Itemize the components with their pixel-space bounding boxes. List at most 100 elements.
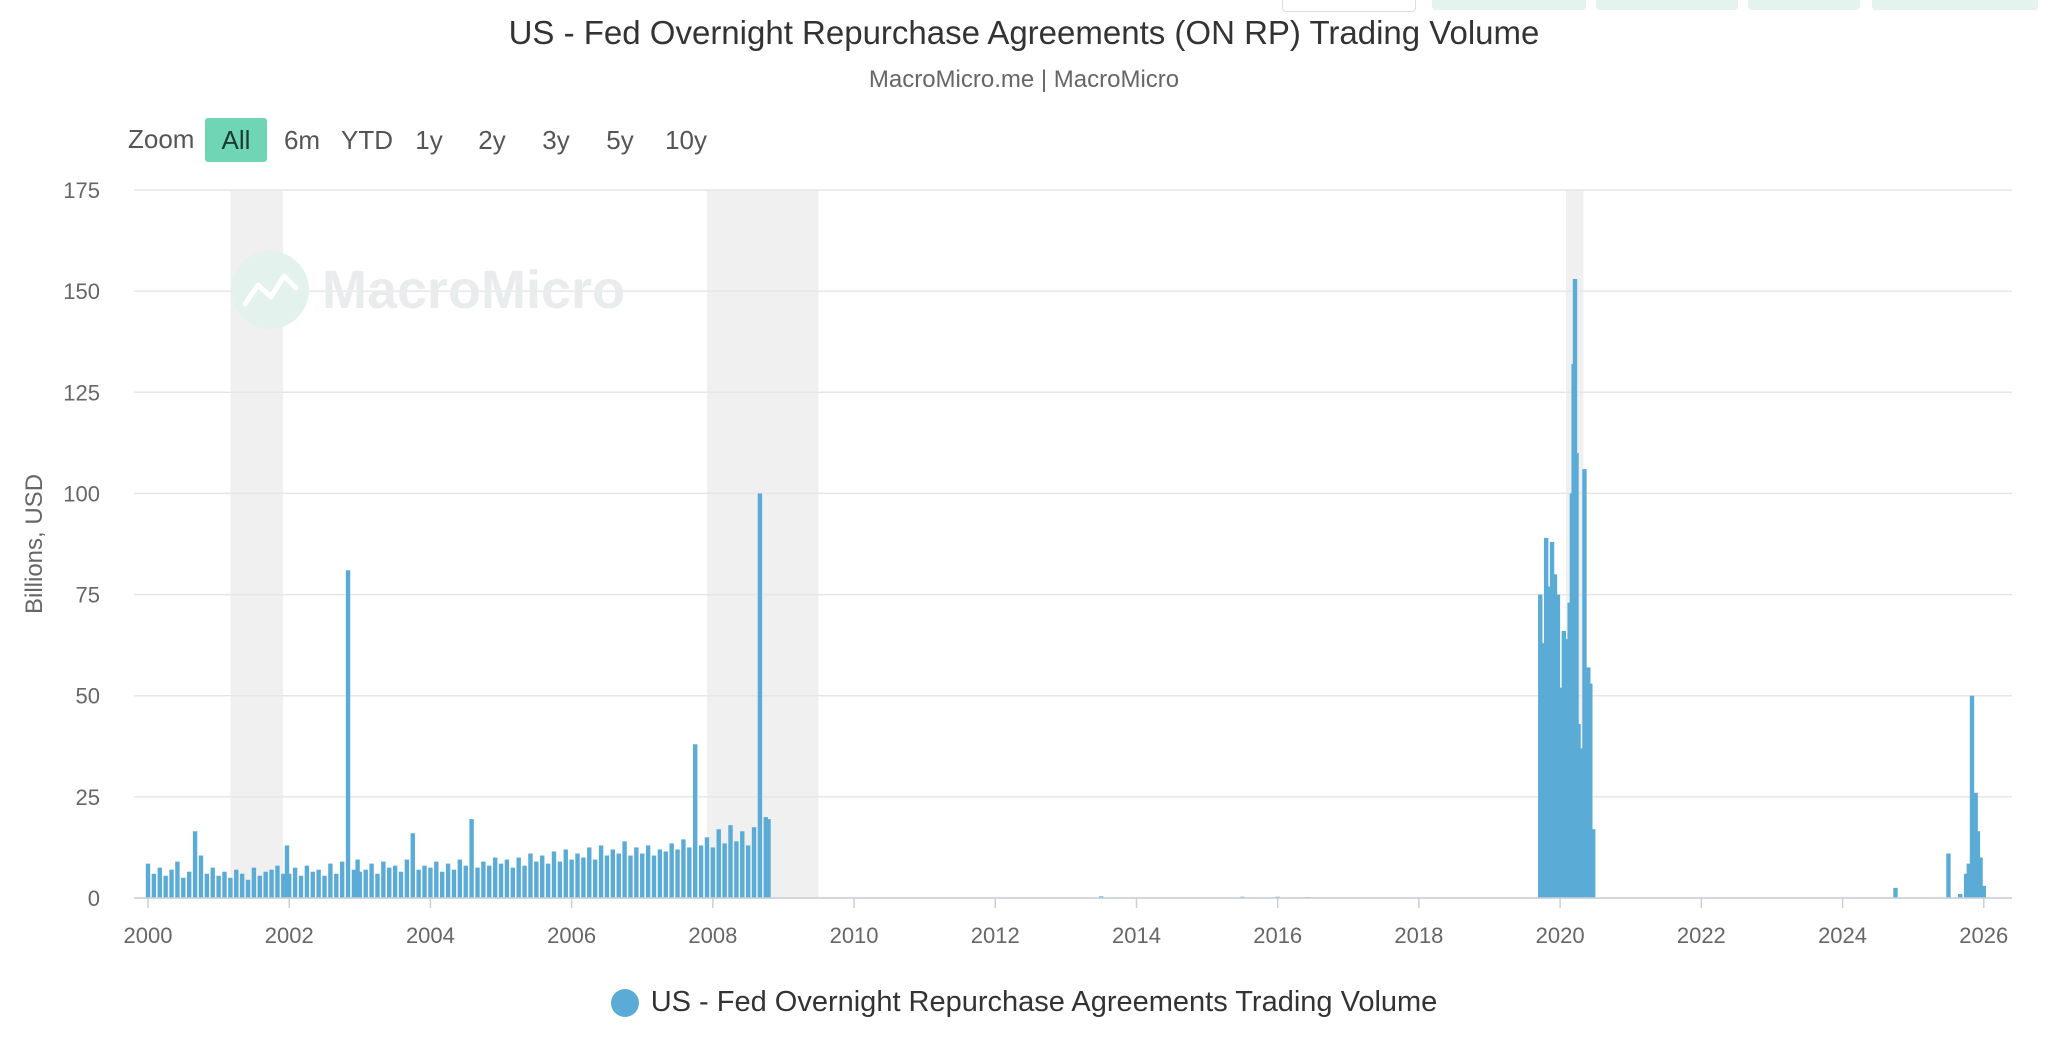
- bar: [151, 873, 157, 898]
- bar: [369, 863, 374, 898]
- y-tick-label: 175: [63, 178, 100, 203]
- bar: [481, 861, 486, 898]
- y-tick-label: 150: [63, 279, 100, 304]
- bar: [675, 849, 680, 898]
- zoom-button-10y[interactable]: 10y: [665, 125, 707, 155]
- bar: [316, 869, 321, 898]
- top-tab-4[interactable]: [1748, 0, 1860, 10]
- x-tick-label: 2004: [406, 923, 455, 948]
- bar: [704, 837, 710, 898]
- watermark: MacroMicro: [231, 251, 625, 329]
- legend-dot-icon: [610, 988, 639, 1017]
- bar: [475, 867, 480, 898]
- x-tick-label: 2018: [1394, 923, 1443, 948]
- bar: [716, 829, 721, 898]
- bar: [1567, 602, 1572, 898]
- bar: [287, 873, 292, 898]
- bar: [1966, 863, 1972, 898]
- bar: [1558, 687, 1564, 898]
- zoom-button-2y[interactable]: 2y: [478, 125, 506, 155]
- bar: [310, 871, 315, 898]
- bar: [587, 847, 592, 898]
- bar: [740, 831, 745, 898]
- zoom-button-6m[interactable]: 6m: [283, 125, 321, 155]
- x-tick-label: 2012: [971, 923, 1020, 948]
- bar: [422, 865, 427, 898]
- bar: [634, 847, 639, 898]
- bar: [181, 877, 186, 898]
- x-tick-label: 2022: [1677, 923, 1726, 948]
- bar: [745, 845, 751, 898]
- bar: [1588, 683, 1593, 898]
- bar: [1978, 857, 1983, 898]
- y-tick-label: 75: [76, 583, 100, 608]
- bar: [1552, 574, 1558, 898]
- bar: [563, 849, 568, 898]
- bar: [669, 843, 674, 898]
- bar: [216, 875, 221, 898]
- y-axis-label: Billions, USD: [21, 474, 48, 614]
- bar: [210, 867, 215, 898]
- x-tick-label: 2008: [688, 923, 737, 948]
- bar: [657, 849, 663, 898]
- bar: [710, 847, 716, 898]
- bar: [651, 855, 657, 898]
- bar: [528, 853, 533, 898]
- bar: [451, 869, 457, 898]
- bar: [728, 825, 733, 898]
- bar: [357, 871, 363, 898]
- zoom-button-5y[interactable]: 5y: [606, 125, 634, 155]
- zoom-button-ytd[interactable]: YTD: [341, 125, 393, 155]
- bar: [604, 855, 610, 898]
- bar: [681, 839, 686, 898]
- bar: [751, 827, 757, 898]
- bar: [222, 871, 227, 898]
- bar: [1981, 885, 1986, 898]
- bar: [581, 857, 586, 898]
- bar: [157, 867, 162, 898]
- bar: [540, 855, 545, 898]
- zoom-button-1y[interactable]: 1y: [415, 125, 443, 155]
- y-tick-label: 0: [88, 886, 100, 911]
- x-tick-label: 2000: [124, 923, 173, 948]
- bar: [263, 871, 268, 898]
- bar: [392, 865, 398, 898]
- x-tick-label: 2024: [1818, 923, 1867, 948]
- bar: [551, 851, 557, 898]
- chart-subtitle: MacroMicro.me | MacroMicro: [868, 66, 1180, 93]
- top-tab-3[interactable]: [1596, 0, 1738, 10]
- bar: [1963, 873, 1969, 898]
- bar: [1546, 586, 1552, 898]
- bar: [339, 861, 345, 898]
- bar: [284, 845, 290, 898]
- x-axis: 2000 2002 2004 2006 2008 2010 2012 2014 2016 2018…: [124, 897, 2012, 948]
- bar: [428, 867, 433, 898]
- x-tick-label: 2002: [265, 923, 314, 948]
- bar: [487, 865, 492, 898]
- bar: [557, 861, 563, 898]
- bar: [445, 863, 451, 898]
- watermark-text: MacroMicro: [322, 260, 625, 320]
- bar: [687, 847, 692, 898]
- bar: [192, 831, 198, 898]
- bar: [1893, 887, 1898, 898]
- top-tab-2[interactable]: [1432, 0, 1586, 10]
- bar: [363, 869, 368, 898]
- bar: [1538, 594, 1543, 898]
- zoom-button-all[interactable]: All: [205, 118, 267, 162]
- bar: [698, 845, 704, 898]
- top-tab-5[interactable]: [1872, 0, 2038, 10]
- bar: [434, 861, 439, 898]
- bar: [575, 853, 580, 898]
- legend-item[interactable]: US - Fed Overnight Repurchase Agreements…: [610, 986, 1437, 1019]
- bar: [398, 871, 404, 898]
- bar: [1564, 639, 1569, 898]
- zoom-button-3y[interactable]: 3y: [542, 125, 570, 155]
- y-tick-label: 100: [63, 481, 100, 506]
- bar: [766, 819, 771, 898]
- bar: [1958, 893, 1963, 898]
- top-tab-1[interactable]: [1282, 0, 1416, 12]
- bar: [645, 845, 651, 898]
- bar: [145, 863, 151, 898]
